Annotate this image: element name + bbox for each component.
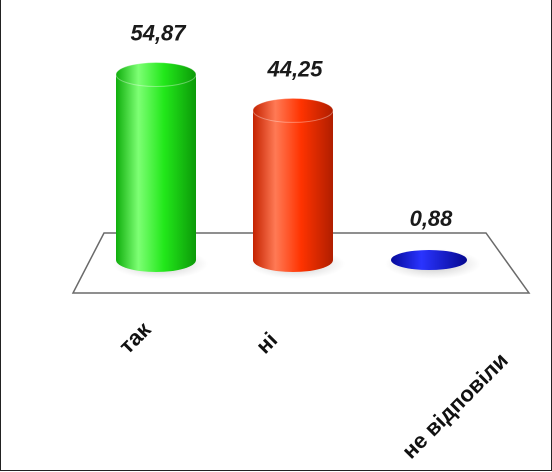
bars-layer [112,62,481,279]
bar-disc [391,250,467,270]
bar-top [115,62,197,88]
bar-body [116,74,196,272]
bar-так [112,62,208,279]
value-label-ні: 44,25 [266,56,323,81]
bar-ні [249,97,345,279]
bar-body [253,110,333,272]
value-label-так: 54,87 [130,21,187,46]
bar-top [252,97,334,123]
category-label-не-відповіли: не відповіли [397,347,513,463]
category-label-ні: ні [251,327,282,358]
category-label-так: так [114,316,156,358]
value-label-не-відповіли: 0,88 [410,206,454,231]
bar-не-відповіли [385,249,481,279]
